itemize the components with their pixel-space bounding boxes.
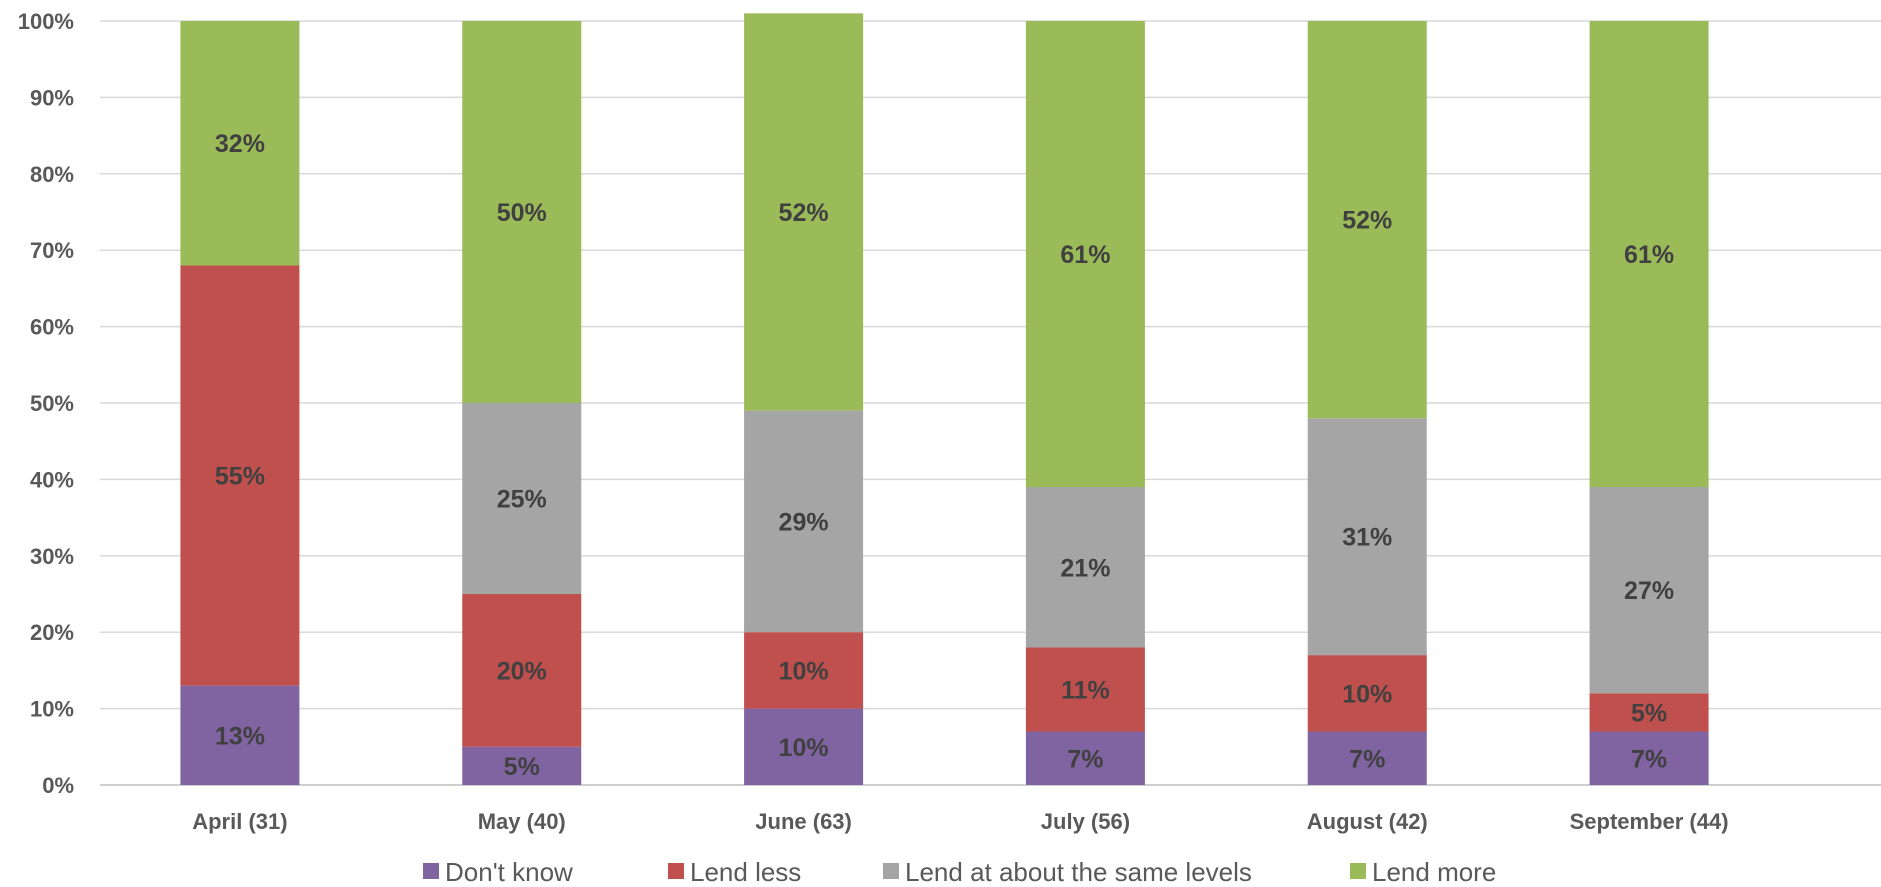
y-tick-label: 0% — [42, 773, 74, 798]
y-tick-label: 30% — [30, 544, 74, 569]
data-label: 10% — [1342, 680, 1392, 708]
y-tick-label: 80% — [30, 162, 74, 187]
data-label: 7% — [1631, 745, 1667, 773]
bar-segment — [1589, 21, 1709, 488]
bar-segment — [1307, 655, 1427, 732]
bar-segment — [744, 708, 864, 785]
legend-label: Lend more — [1372, 857, 1496, 887]
data-label: 5% — [1631, 699, 1667, 727]
data-label: 13% — [215, 722, 265, 750]
bar-segment — [1025, 21, 1145, 488]
data-label: 10% — [779, 657, 829, 685]
y-tick-label: 40% — [30, 467, 74, 492]
legend-swatch — [668, 863, 684, 879]
bar-segment — [1307, 731, 1427, 785]
data-label: 50% — [497, 199, 547, 227]
data-label: 31% — [1342, 524, 1392, 552]
legend-swatch — [883, 863, 899, 879]
bar-segment — [1025, 731, 1145, 785]
x-category-label: September (44) — [1570, 809, 1729, 834]
data-labels: 13% 55% 32% 5% 20% 25% 50% 10% 10% 29% 52% 7% 11% 21%… — [215, 130, 1674, 781]
data-label: 20% — [497, 657, 547, 685]
legend-label: Don't know — [445, 857, 573, 887]
bar-segment — [180, 265, 300, 686]
y-tick-label: 10% — [30, 697, 74, 722]
data-label: 7% — [1067, 745, 1103, 773]
bar-segment — [744, 13, 864, 411]
legend: Don't know Lend less Lend at about the sam… — [423, 857, 1496, 887]
legend-label: Lend less — [690, 857, 801, 887]
bar-segment — [744, 632, 864, 709]
x-category-label: August (42) — [1307, 809, 1428, 834]
y-tick-label: 50% — [30, 391, 74, 416]
data-label: 27% — [1624, 577, 1674, 605]
bar-segment — [1589, 731, 1709, 785]
bars — [180, 13, 1709, 785]
data-label: 61% — [1060, 241, 1110, 269]
x-category-label: May (40) — [478, 809, 566, 834]
data-label: 29% — [779, 508, 829, 536]
y-tick-label: 70% — [30, 238, 74, 263]
legend-label: Lend at about the same levels — [905, 857, 1252, 887]
bar-segment — [1589, 487, 1709, 694]
bar-segment — [1025, 487, 1145, 648]
bar-segment — [1589, 693, 1709, 732]
gridlines — [100, 20, 1881, 786]
y-tick-label: 90% — [30, 85, 74, 110]
data-label: 55% — [215, 463, 265, 491]
bar-segment — [1307, 21, 1427, 419]
x-category-label: April (31) — [192, 809, 287, 834]
y-tick-label: 60% — [30, 315, 74, 340]
bar-segment — [462, 594, 582, 747]
data-label: 25% — [497, 486, 547, 514]
bar-segment — [744, 410, 864, 633]
bar-segment — [180, 685, 300, 785]
x-axis-category-labels: April (31) May (40) June (63) July (56) Augu… — [192, 809, 1728, 834]
bar-segment — [462, 746, 582, 785]
x-category-label: June (63) — [755, 809, 852, 834]
bar-segment — [462, 403, 582, 594]
data-label: 10% — [779, 734, 829, 762]
y-tick-label: 20% — [30, 620, 74, 645]
data-label: 7% — [1349, 745, 1385, 773]
y-axis-tick-labels: 0% 10% 20% 30% 40% 50% 60% 70% 80% 90% 100% — [18, 9, 74, 798]
bar-segment — [1307, 418, 1427, 656]
legend-swatch — [1350, 863, 1366, 879]
x-category-label: July (56) — [1041, 809, 1130, 834]
data-label: 61% — [1624, 241, 1674, 269]
legend-swatch — [423, 863, 439, 879]
data-label: 21% — [1060, 554, 1110, 582]
data-label: 11% — [1061, 677, 1110, 705]
data-label: 52% — [1342, 207, 1392, 235]
data-label: 5% — [504, 753, 540, 781]
bar-segment — [1025, 647, 1145, 732]
bar-segment — [180, 21, 300, 266]
y-tick-label: 100% — [18, 9, 74, 34]
data-label: 32% — [215, 130, 265, 158]
bar-segment — [462, 21, 582, 403]
data-label: 52% — [779, 199, 829, 227]
